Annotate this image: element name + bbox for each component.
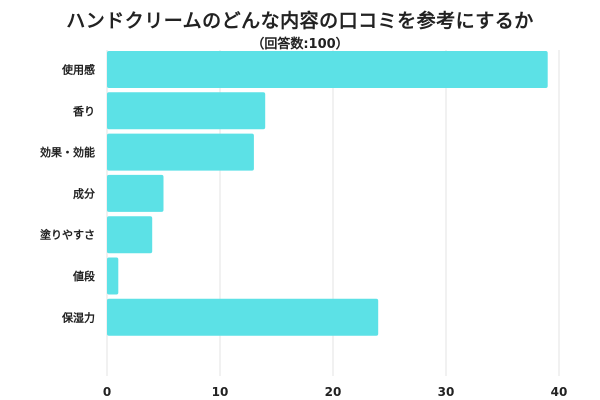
- category-label: 使用感: [61, 63, 95, 77]
- category-label: 香り: [72, 104, 95, 118]
- bar: [107, 51, 548, 88]
- bar: [107, 174, 164, 212]
- bar: [107, 133, 254, 171]
- x-tick-label: 10: [212, 385, 229, 399]
- bar: [107, 216, 153, 254]
- x-tick-label: 40: [551, 385, 568, 399]
- bar: [107, 257, 119, 295]
- category-label: 塗りやすさ: [40, 228, 95, 242]
- bar: [107, 298, 379, 336]
- category-label: 成分: [73, 186, 95, 200]
- category-label: 値段: [72, 269, 95, 283]
- x-tick-label: 30: [438, 385, 455, 399]
- bar: [107, 92, 266, 130]
- category-label: 保湿力: [61, 310, 95, 324]
- chart-title: ハンドクリームのどんな内容の口コミを参考にするか: [66, 10, 534, 32]
- chart-subtitle: （回答数:100）: [251, 37, 349, 52]
- x-tick-label: 0: [103, 385, 111, 399]
- x-tick-label: 20: [325, 385, 342, 399]
- category-label: 効果・効能: [40, 145, 95, 159]
